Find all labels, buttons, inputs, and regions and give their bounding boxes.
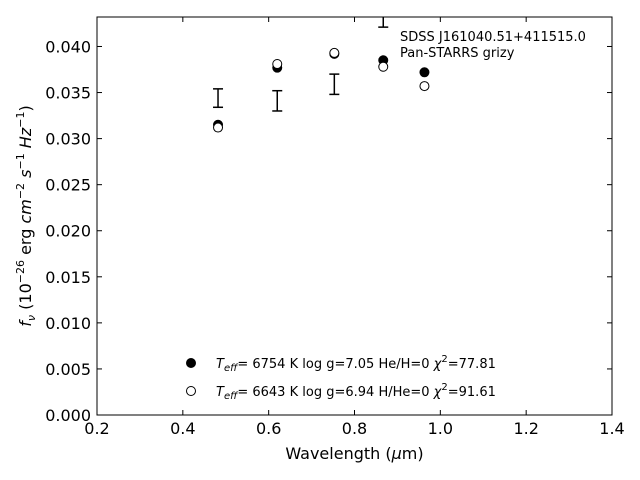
y-axis-label: fν (10−26 erg cm−2 s−1 Hz−1) <box>14 105 38 326</box>
legend-teff-filled: 6754 K <box>252 357 298 372</box>
x-tick-label: 1.2 <box>513 419 538 438</box>
object-name-annotation: SDSS J161040.51+411515.0 <box>400 30 586 45</box>
y-tick-label: 0.040 <box>45 37 91 56</box>
model-point-filled <box>419 67 430 78</box>
plot-marks <box>213 17 430 133</box>
model-point-open <box>272 58 283 69</box>
legend-logg-filled: log g=7.05 <box>302 357 374 372</box>
model-point-open <box>419 81 430 92</box>
x-tick-label: 0.8 <box>342 419 367 438</box>
y-tick-label: 0.015 <box>45 268 91 287</box>
x-tick-label: 0.4 <box>170 419 195 438</box>
y-tick-label: 0.035 <box>45 84 91 103</box>
legend-entry-filled: Teff= 6754 K log g=7.05 He/H=0 χ2=77.81 <box>216 354 496 374</box>
survey-annotation: Pan-STARRS grizy <box>400 46 515 61</box>
x-tick-label: 1.0 <box>428 419 453 438</box>
legend-marker-open <box>186 386 196 396</box>
y-tick-label: 0.020 <box>45 222 91 241</box>
x-axis-label: Wavelength (μm) <box>285 444 423 463</box>
legend: Teff= 6754 K log g=7.05 He/H=0 χ2=77.81 … <box>186 354 496 402</box>
observed-error-bar <box>329 73 340 96</box>
legend-chi2-open: =91.61 <box>448 385 496 400</box>
model-point-open <box>329 47 340 58</box>
y-tick-label: 0.005 <box>45 360 91 379</box>
model-point-open <box>378 61 389 72</box>
y-tick-label: 0.010 <box>45 314 91 333</box>
y-tick-label: 0.000 <box>45 406 91 425</box>
model-point-open <box>213 122 224 133</box>
legend-composition-open: H/He=0 <box>378 385 429 400</box>
axis-ticks: 0.2 0.4 0.6 0.8 1.0 1.2 1.4 0.000 0.005 0.010 0.01… <box>45 17 625 438</box>
legend-teff-open: 6643 K <box>252 385 298 400</box>
legend-entry-open: Teff= 6643 K log g=6.94 H/He=0 χ2=91.61 <box>216 382 496 402</box>
legend-marker-filled <box>186 358 196 368</box>
observed-error-bar <box>213 88 224 109</box>
y-tick-label: 0.025 <box>45 176 91 195</box>
x-tick-label: 0.2 <box>84 419 109 438</box>
x-tick-label: 0.6 <box>256 419 281 438</box>
observed-error-bar <box>378 17 389 28</box>
x-tick-label: 1.4 <box>599 419 624 438</box>
legend-chi2-filled: =77.81 <box>448 357 496 372</box>
y-tick-label: 0.030 <box>45 130 91 149</box>
legend-logg-open: log g=6.94 <box>302 385 374 400</box>
legend-composition-filled: He/H=0 <box>378 357 429 372</box>
observed-error-bar <box>272 89 283 112</box>
